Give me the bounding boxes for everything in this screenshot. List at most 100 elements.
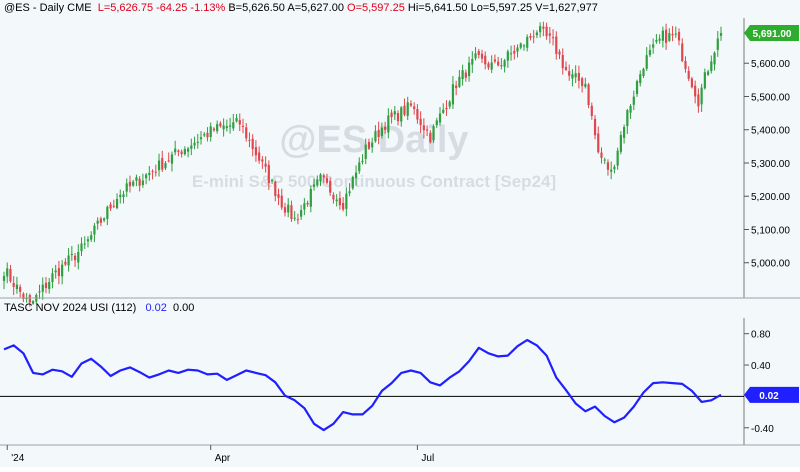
candle-body (655, 40, 658, 42)
candle-body (335, 199, 338, 202)
candle-body (603, 159, 606, 161)
candle-body (474, 53, 477, 59)
candle-body (577, 72, 580, 81)
candle-body (83, 243, 86, 245)
symbol-name[interactable]: @ES - Daily CME (4, 2, 92, 14)
candle-body (593, 118, 597, 136)
candle-body (38, 291, 41, 293)
candle-body (235, 118, 238, 122)
price-pane[interactable] (0, 18, 744, 298)
candle-body (490, 62, 493, 70)
candle-body (251, 138, 254, 150)
candle-body (458, 76, 461, 87)
candle-body (57, 268, 61, 276)
candle-body (697, 94, 700, 107)
candle-body (228, 125, 232, 127)
candle-body (141, 180, 144, 186)
candle-body (274, 181, 277, 197)
price-tick-label: 5,500.00 (751, 92, 790, 103)
candle-body (351, 176, 354, 189)
candle-body (12, 282, 15, 287)
candle-body (400, 107, 403, 122)
candle-body (238, 120, 241, 125)
candle-body (445, 107, 448, 110)
candle-body (429, 133, 432, 143)
candle-body (513, 50, 516, 54)
low-price: Lo=5,597.25 (470, 2, 533, 14)
candle-body (435, 120, 438, 126)
candle-body (451, 84, 455, 105)
candle-body (232, 122, 235, 129)
candle-body (710, 61, 713, 72)
candle-body (526, 36, 529, 48)
candle-body (416, 109, 419, 120)
candle-body (270, 179, 274, 182)
candle-body (115, 198, 119, 209)
candle-body (342, 203, 345, 210)
candle-body (354, 172, 358, 179)
candle-body (480, 53, 484, 59)
candle-body (493, 59, 497, 62)
candle-body (9, 268, 12, 282)
candle-body (241, 125, 245, 127)
candle-body (635, 81, 639, 95)
indicator-name[interactable]: TASC NOV 2024 USI (112) (4, 302, 137, 314)
candle-body (96, 220, 99, 224)
candle-body (700, 87, 703, 105)
price-tick-label: 5,000.00 (751, 259, 790, 270)
price-axis: 5,000.00 5,100.00 5,200.00 5,300.00 5,400.00… (744, 59, 790, 270)
candle-body (264, 163, 267, 167)
net-change: -64.25 (156, 2, 188, 14)
candle-body (48, 281, 51, 289)
candle-body (303, 203, 306, 210)
candle-body (164, 163, 167, 169)
candle-body (319, 174, 322, 182)
candle-body (258, 152, 261, 161)
candle-body (193, 142, 196, 146)
candle-body (674, 33, 677, 35)
candle-body (384, 126, 387, 130)
indicator-tick-label: 0.40 (751, 361, 771, 372)
price-tick-label: 5,200.00 (751, 192, 790, 203)
indicator-pane[interactable] (0, 318, 744, 445)
candle-body (668, 33, 671, 41)
open-price: O=5,597.25 (347, 2, 405, 14)
candle-body (22, 293, 25, 300)
candle-body (6, 268, 9, 277)
candle-body (551, 37, 555, 39)
candle-body (506, 51, 509, 61)
candle-body (73, 255, 77, 261)
last-price-badge (744, 24, 799, 41)
candle-body (380, 127, 383, 136)
candle-body (509, 53, 513, 55)
candle-body (338, 198, 341, 206)
candle-body (316, 179, 319, 186)
candle-body (503, 60, 506, 67)
usi-line[interactable] (3, 338, 722, 432)
candle-body (138, 178, 141, 186)
candle-body (180, 151, 183, 155)
candle-body (694, 85, 697, 97)
candle-body (584, 83, 587, 87)
candle-body (167, 160, 170, 162)
volume: V=1,627,977 (535, 2, 598, 14)
candle-body (461, 70, 464, 80)
candle-body (703, 72, 706, 89)
indicator-header: TASC NOV 2024 USI (112) 0.02 0.00 (4, 302, 194, 314)
candle-body (606, 162, 610, 170)
last-price-label: 5,691.00 (753, 29, 792, 40)
candle-body (174, 148, 177, 153)
candle-body (471, 58, 474, 65)
candle-body (374, 131, 377, 142)
candle-body (332, 194, 335, 200)
candle-body (623, 127, 626, 138)
candle-body (54, 270, 57, 273)
candle-body (106, 206, 109, 219)
candle-body (658, 38, 661, 41)
candle-body (358, 162, 361, 172)
candle-body (364, 144, 367, 159)
price-tick-label: 5,300.00 (751, 159, 790, 170)
candle-body (248, 139, 251, 141)
candle-body (610, 169, 613, 172)
